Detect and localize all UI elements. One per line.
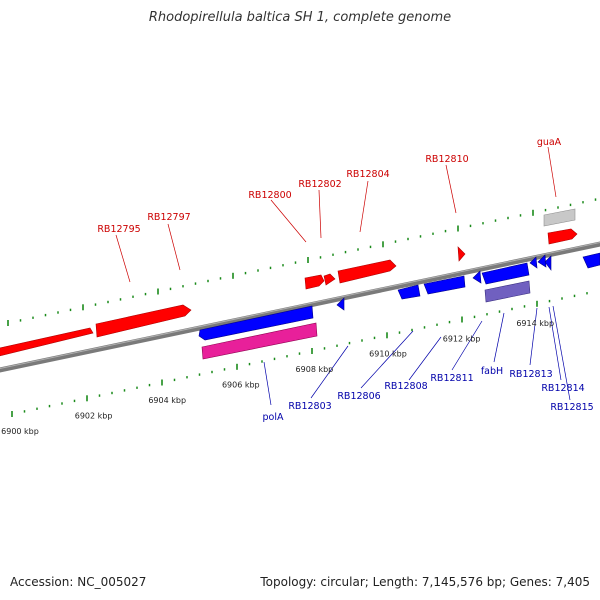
gene-label-RB12806[interactable]: RB12806 [337,391,380,402]
forward-gene[interactable] [337,259,397,284]
forward-gene[interactable] [0,327,94,357]
forward-gene[interactable] [95,304,192,338]
leader-line [552,305,571,401]
scale-tick-label: 6912 kbp [443,334,481,343]
pseudo-gene[interactable] [543,208,576,227]
gene-label-RB12800[interactable]: RB12800 [248,190,291,201]
forward-genes [0,208,578,357]
leader-line [547,146,557,198]
gene-label-RB12795[interactable]: RB12795 [97,224,140,235]
gene-label-RB12802[interactable]: RB12802 [298,179,341,190]
scale-tick-label: 6902 kbp [75,412,113,421]
reverse-gene[interactable] [423,275,466,295]
gene-label-guaA[interactable]: guaA [537,137,562,148]
leader-line [270,199,307,243]
gene-label-fabH[interactable]: fabH [481,366,503,377]
forward-labels: RB12795 RB12797 RB12800 RB12802 RB12804 … [97,137,562,283]
forward-gene[interactable] [304,274,325,290]
reverse-labels: polA RB12803 RB12806 RB12808 RB12811 fab… [263,305,594,423]
scale-tick-label: 6904 kbp [148,396,186,405]
forward-gene[interactable] [323,273,336,286]
rna-gene[interactable] [201,322,318,360]
scale-tick-label: 6910 kbp [369,350,407,359]
forward-gene[interactable] [547,228,578,245]
reverse-gene[interactable] [336,297,345,311]
leader-line [493,312,505,363]
leader-line [360,330,414,389]
forward-strand-ruler [7,198,597,326]
gene-label-RB12804[interactable]: RB12804 [346,169,389,180]
leader-line [445,164,457,214]
leader-line [548,306,562,381]
gene-label-RB12808[interactable]: RB12808 [384,381,427,392]
gene-label-RB12797[interactable]: RB12797 [147,212,190,223]
gene-label-RB12811[interactable]: RB12811 [430,373,473,384]
leader-line [310,345,349,399]
reverse-gene[interactable] [481,262,530,285]
leader-line [115,234,131,283]
leader-line [263,361,272,406]
scale-tick-label: 6906 kbp [222,381,260,390]
reverse-gene[interactable] [582,252,600,269]
reverse-gene[interactable] [544,255,552,271]
accession-text: Accession: NC_005027 [10,575,147,589]
reverse-gene[interactable] [472,270,482,284]
gene-label-RB12803[interactable]: RB12803 [288,401,331,412]
forward-gene[interactable] [457,246,466,262]
genome-summary-text: Topology: circular; Length: 7,145,576 bp… [260,575,590,589]
genome-backbone-highlight [0,242,600,369]
leader-line [318,189,322,239]
gene-label-RB12813[interactable]: RB12813 [509,369,552,380]
leader-line [359,180,369,233]
gene-label-RB12815[interactable]: RB12815 [550,402,593,413]
scale-tick-label: 6908 kbp [296,365,334,374]
reverse-genes [198,252,600,360]
other-gene[interactable] [484,280,531,303]
gene-label-RB12814[interactable]: RB12814 [541,383,584,394]
scale-tick-label: 6914 kbp [516,319,554,328]
scale-tick-label: 6900 kbp [1,427,39,436]
reverse-gene[interactable] [529,256,538,269]
leader-line [451,320,483,371]
genome-backbone [0,241,600,373]
reverse-gene[interactable] [397,284,421,300]
reverse-gene[interactable] [537,254,547,268]
leader-line [529,307,538,366]
gene-label-RB12810[interactable]: RB12810 [425,154,468,165]
leader-line [408,336,442,381]
reverse-strand-ruler [11,292,588,417]
leader-line [167,223,181,271]
scale-tick-labels: 6900 kbp 6902 kbp 6904 kbp 6906 kbp 6908 kbp… [1,319,554,436]
reverse-gene[interactable] [198,305,314,341]
gene-label-polA[interactable]: polA [263,412,284,423]
page-title: Rhodopirellula baltica SH 1, complete ge… [148,10,452,25]
